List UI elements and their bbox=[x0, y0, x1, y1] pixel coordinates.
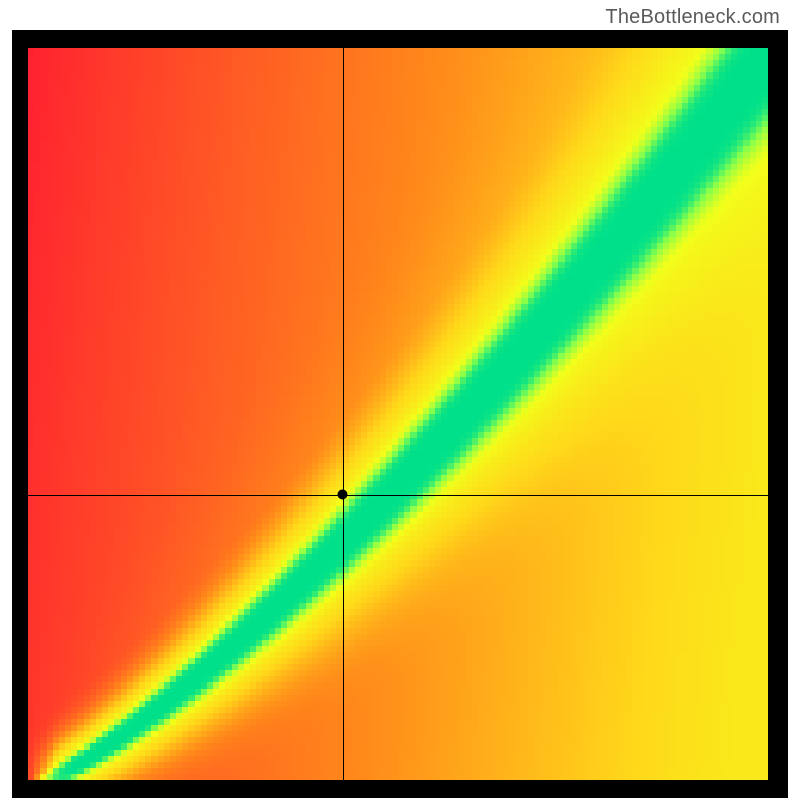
heatmap-canvas bbox=[12, 30, 788, 798]
plot-outer-frame bbox=[12, 30, 788, 798]
chart-container: TheBottleneck.com bbox=[0, 0, 800, 800]
watermark-text: TheBottleneck.com bbox=[605, 6, 780, 29]
